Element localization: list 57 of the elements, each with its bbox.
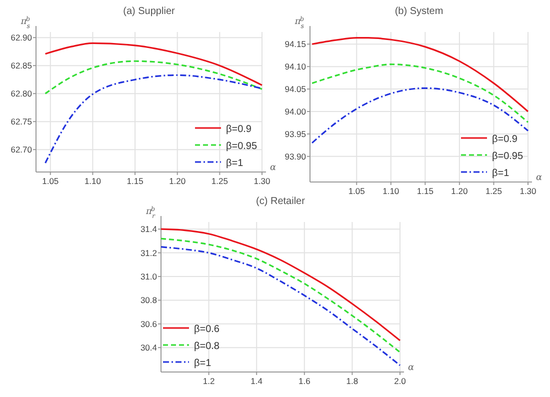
y-tick-label: 62.80 bbox=[10, 88, 32, 99]
y-tick-label: 30.8 bbox=[140, 295, 158, 306]
chart-title: (c) Retailer bbox=[256, 196, 306, 207]
y-tick-label: 62.75 bbox=[10, 116, 32, 127]
line-series bbox=[44, 42, 263, 86]
chart-title: (a) Supplier bbox=[123, 6, 176, 17]
y-tick-label: 31.2 bbox=[140, 248, 158, 258]
x-tick-label: 1.10 bbox=[84, 176, 102, 186]
y-tick-label: 30.6 bbox=[140, 318, 158, 329]
line-series bbox=[160, 238, 401, 354]
line-series bbox=[160, 228, 401, 342]
x-tick-label: 1.30 bbox=[254, 176, 271, 186]
x-tick-label: 2.0 bbox=[394, 376, 406, 386]
y-tick-label: 93.95 bbox=[284, 128, 306, 139]
y-tick-label: 62.90 bbox=[10, 32, 32, 43]
legend-label: β=0.95 bbox=[226, 141, 258, 152]
chart-title: (b) System bbox=[394, 6, 444, 17]
x-tick-label: 1.15 bbox=[126, 176, 144, 186]
legend-label: β=0.6 bbox=[194, 324, 220, 335]
x-tick-label: 1.15 bbox=[416, 186, 434, 196]
legend-label: β=1 bbox=[226, 158, 244, 169]
y-tick-label: 30.4 bbox=[140, 342, 158, 353]
legend-label: β=0.95 bbox=[492, 151, 524, 162]
line-series bbox=[311, 87, 529, 144]
legend-label: β=0.8 bbox=[194, 341, 220, 352]
line-series bbox=[311, 37, 529, 112]
x-tick-label: 1.6 bbox=[298, 376, 311, 386]
x-tick-label: 1.4 bbox=[250, 376, 263, 386]
y-tick-label: 94.10 bbox=[284, 62, 306, 72]
y-tick-label: 94.00 bbox=[284, 106, 306, 116]
y-tick-label: 62.70 bbox=[10, 144, 32, 155]
x-axis-title: α bbox=[408, 363, 414, 373]
x-tick-label: 1.8 bbox=[346, 376, 358, 386]
line-series bbox=[44, 60, 263, 94]
x-tick-label: 1.25 bbox=[485, 186, 502, 196]
legend-label: β=0.9 bbox=[226, 124, 252, 135]
y-tick-label: 93.90 bbox=[284, 151, 306, 162]
x-tick-label: 1.20 bbox=[169, 176, 186, 186]
x-tick-label: 1.30 bbox=[520, 186, 537, 196]
x-tick-label: 1.05 bbox=[42, 176, 59, 186]
legend-label: β=1 bbox=[194, 358, 212, 369]
y-tick-label: 94.05 bbox=[284, 84, 306, 94]
y-tick-label: 62.85 bbox=[10, 60, 32, 71]
legend-label: β=0.9 bbox=[492, 134, 518, 145]
line-series bbox=[160, 246, 401, 366]
y-tick-label: 31.0 bbox=[140, 272, 158, 282]
x-tick-label: 1.25 bbox=[211, 176, 228, 186]
y-tick-label: 94.15 bbox=[284, 39, 306, 50]
x-tick-label: 1.2 bbox=[202, 376, 215, 386]
x-axis-title: α bbox=[536, 173, 542, 183]
x-axis-title: α bbox=[270, 163, 276, 173]
x-tick-label: 1.20 bbox=[451, 186, 468, 196]
x-tick-label: 1.05 bbox=[348, 186, 366, 196]
line-series bbox=[311, 64, 529, 124]
y-tick-label: 31.4 bbox=[140, 224, 158, 234]
legend-label: β=1 bbox=[492, 168, 510, 179]
x-tick-label: 1.10 bbox=[382, 186, 400, 196]
